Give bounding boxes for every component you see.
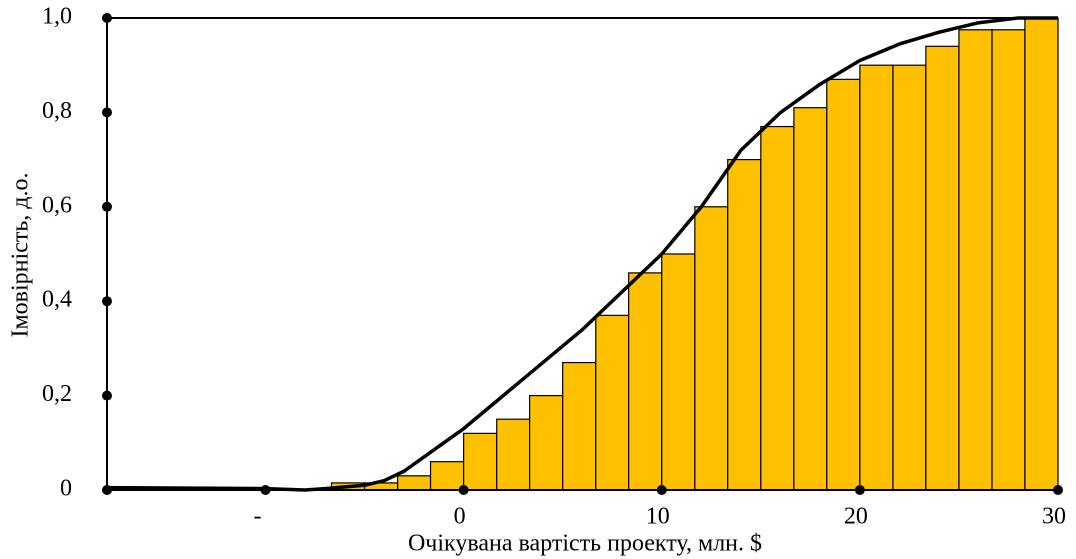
y-tick	[102, 485, 112, 495]
bar	[859, 64, 894, 491]
y-tick-label: 0,8	[42, 98, 72, 124]
y-axis-title: Імовірність, д.о.	[8, 173, 34, 338]
bar	[397, 475, 432, 491]
bar	[661, 253, 696, 491]
x-tick-label: -	[254, 504, 262, 530]
cdf-curve	[106, 16, 1058, 492]
x-tick-label: 20	[844, 504, 868, 530]
bar	[727, 159, 762, 491]
bar	[826, 78, 861, 491]
x-tick	[458, 485, 469, 495]
bar	[429, 461, 465, 491]
y-tick	[102, 13, 112, 23]
y-tick	[102, 201, 112, 212]
y-tick	[102, 107, 112, 118]
x-tick	[1053, 485, 1063, 495]
y-tick-label: 0	[60, 476, 72, 502]
y-tick-label: 0,6	[42, 192, 72, 218]
y-tick-label: 1,0	[42, 4, 72, 30]
x-tick-label: 30	[1042, 504, 1066, 530]
bar	[595, 314, 630, 491]
bar	[958, 29, 993, 491]
x-tick-label: 0	[454, 504, 466, 530]
y-tick	[102, 390, 112, 401]
bar	[1024, 17, 1059, 491]
x-tick	[854, 485, 865, 495]
bar	[496, 418, 531, 491]
bar	[562, 361, 597, 491]
y-tick	[102, 296, 112, 307]
x-tick-label: 10	[646, 504, 670, 530]
bar	[628, 272, 663, 491]
y-tick-label: 0,4	[42, 287, 72, 313]
bar	[760, 125, 795, 491]
y-tick-label: 0,2	[42, 381, 72, 407]
x-tick	[656, 485, 667, 495]
x-tick	[260, 485, 271, 495]
bar	[694, 206, 729, 491]
bar	[925, 45, 960, 491]
bar	[991, 29, 1026, 491]
bar	[529, 395, 564, 491]
bar	[463, 432, 498, 491]
x-axis-title: Очікувана вартість проекту, млн. $	[408, 531, 762, 557]
bar	[892, 64, 927, 491]
bar	[793, 107, 828, 491]
